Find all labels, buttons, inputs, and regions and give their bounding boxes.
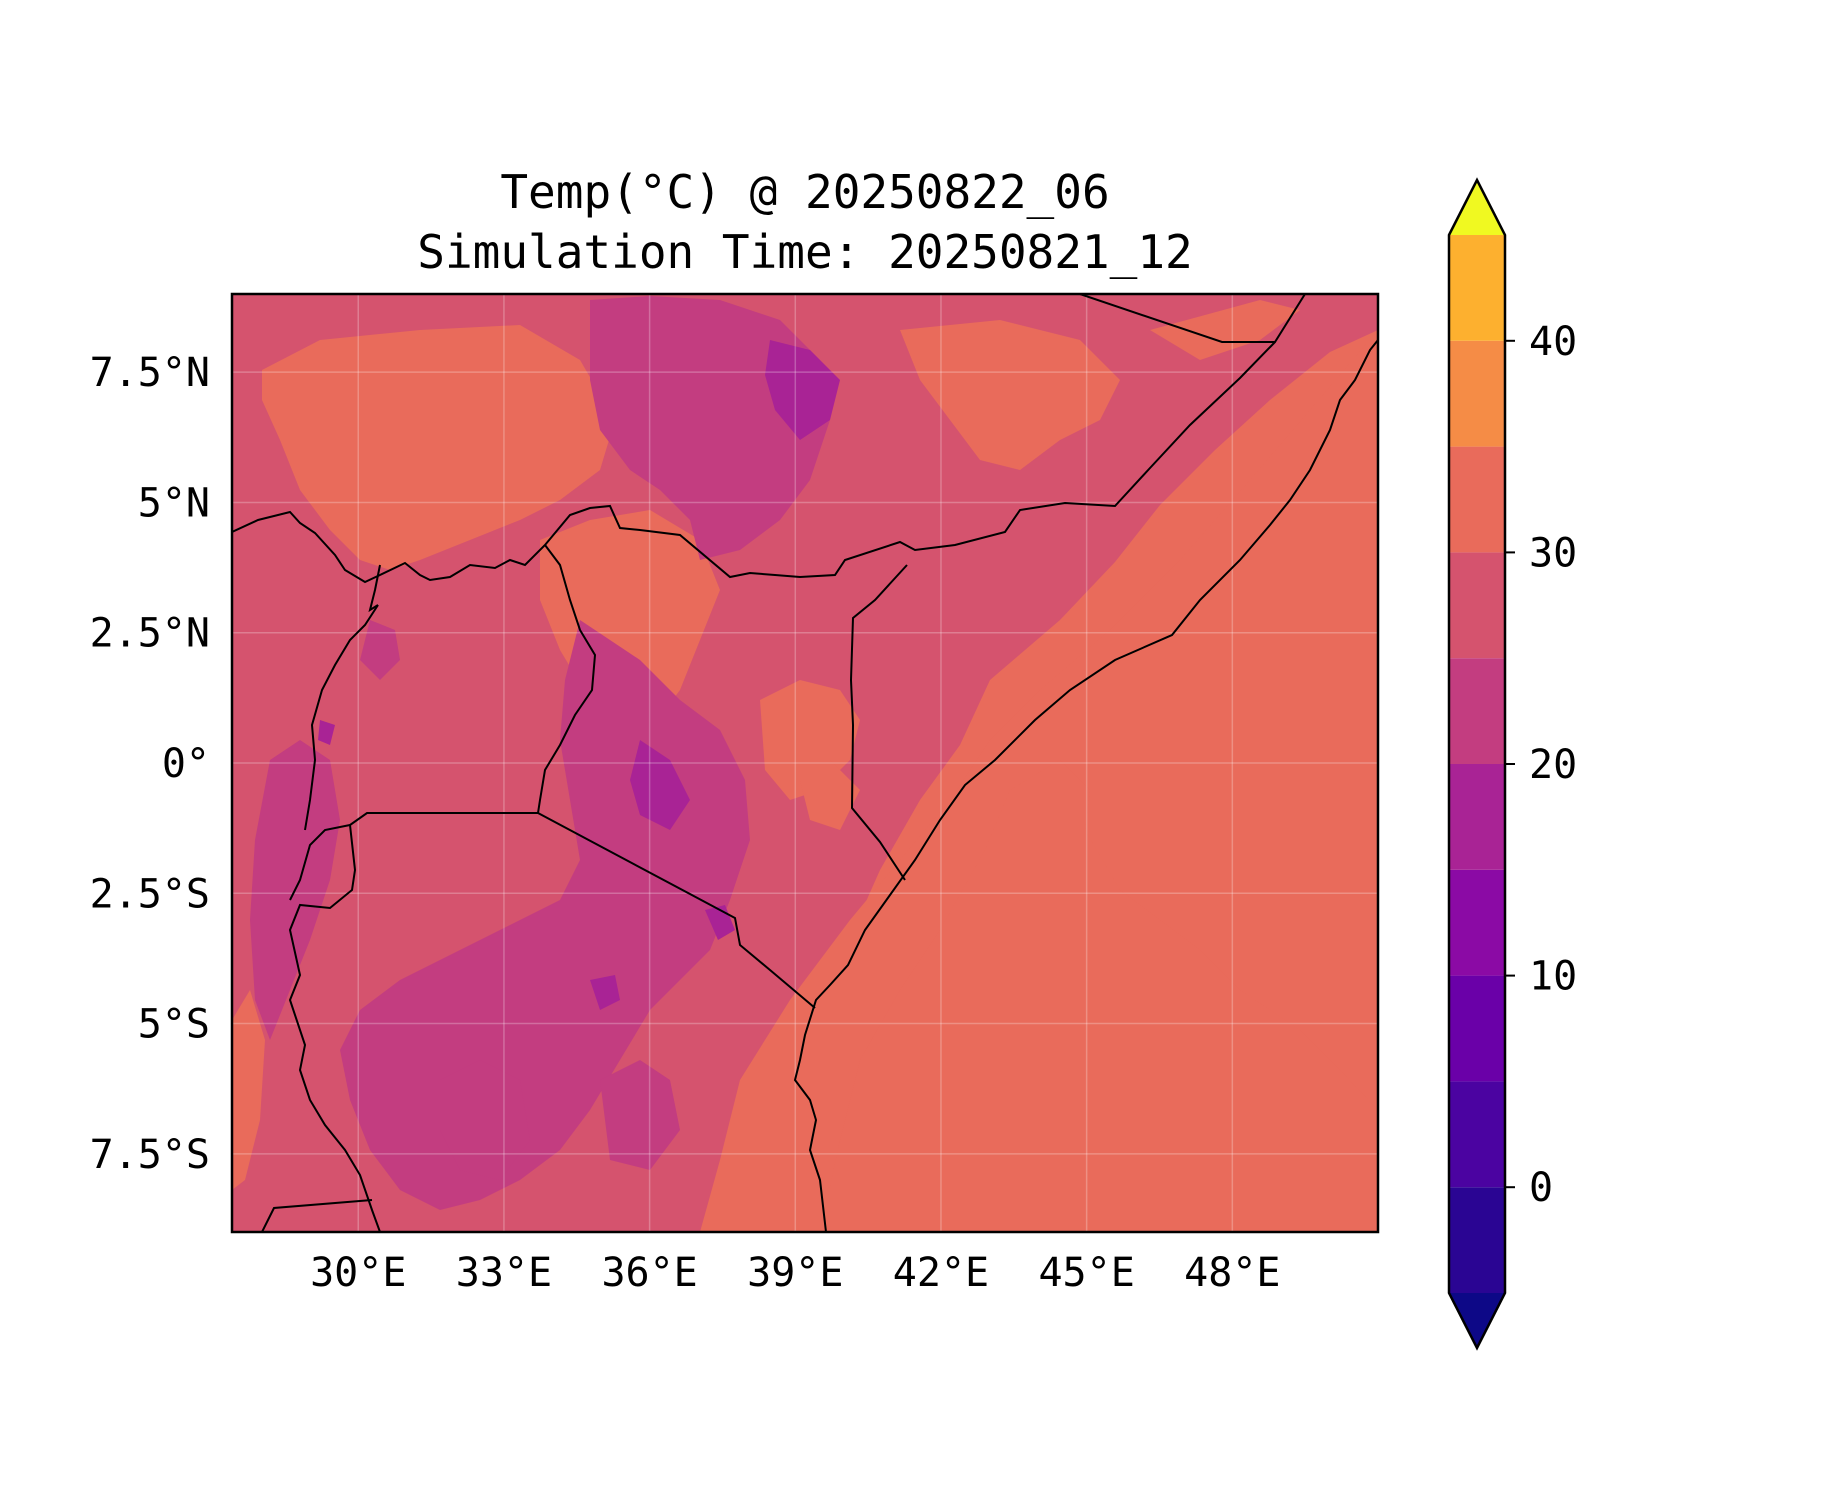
colorbar-segment (1449, 764, 1505, 870)
x-tick-label: 39°E (747, 1250, 843, 1296)
x-tick-label: 42°E (893, 1250, 989, 1296)
y-tick-label: 2.5°N (90, 611, 210, 657)
map-title-line-2: Simulation Time: 20250821_12 (417, 225, 1192, 279)
colorbar-segment (1449, 869, 1505, 976)
colorbar-segment (1449, 340, 1505, 447)
x-tick-label: 30°E (310, 1250, 406, 1296)
north-border (232, 341, 1276, 584)
colorbar-extend-low (1449, 1293, 1505, 1348)
colorbar-segment (1449, 975, 1505, 1082)
colorbar-extend-high (1449, 180, 1505, 235)
y-tick-label: 0° (162, 741, 210, 787)
ethiopia-eritrea-border (1079, 294, 1306, 343)
map-title-line-1: Temp(°C) @ 20250822_06 (500, 165, 1109, 219)
zambia-border (261, 1199, 373, 1232)
x-tick-label: 33°E (456, 1250, 552, 1296)
colorbar-segment (1449, 1081, 1505, 1188)
colorbar-segment (1449, 1187, 1505, 1293)
map-area (232, 294, 1378, 1232)
colorbar-segment (1449, 446, 1505, 553)
map-y-axis: 7.5°N 5°N 2.5°N 0° 2.5°S 5°S 7.5°S (90, 350, 210, 1178)
country-borders (232, 294, 1378, 1232)
colorbar-tick-label: 20 (1529, 742, 1577, 788)
uganda-drc-border (304, 604, 379, 831)
rwanda-border (289, 824, 351, 901)
coastline (793, 339, 1378, 1232)
colorbar-tick-label: 30 (1529, 530, 1577, 576)
y-tick-label: 7.5°S (90, 1132, 210, 1178)
temperature-fill-25-30 (232, 300, 1378, 1232)
colorbar-tick-label: 10 (1529, 954, 1577, 1000)
map-x-axis: 30°E 33°E 36°E 39°E 42°E 45°E 48°E (310, 1250, 1280, 1296)
kenya-uganda-border (537, 544, 597, 814)
y-tick-label: 5°N (138, 480, 210, 526)
map-frame (230, 292, 1380, 1234)
y-tick-label: 7.5°N (90, 350, 210, 396)
kenya-tanzania-border (537, 812, 816, 1009)
map-gridlines (232, 294, 1378, 1232)
y-tick-label: 5°S (138, 1002, 210, 1048)
colorbar-outline (1447, 177, 1507, 1351)
x-tick-label: 48°E (1184, 1250, 1280, 1296)
x-tick-label: 36°E (601, 1250, 697, 1296)
colorbar-tick-label: 40 (1529, 319, 1577, 365)
colorbar-segment (1449, 235, 1505, 341)
tanzania-west-border (288, 812, 538, 1232)
temperature-fill-10-15 (318, 340, 840, 1010)
colorbar-segment (1449, 552, 1505, 659)
drc-sudan-border (368, 564, 381, 613)
y-tick-label: 2.5°S (90, 871, 210, 917)
colorbar-segment (1449, 658, 1505, 764)
kenya-somalia-border (849, 564, 908, 881)
x-tick-label: 45°E (1038, 1250, 1134, 1296)
colorbar-tick-label: 0 (1529, 1165, 1553, 1211)
colorbar: 0 10 20 30 40 (1447, 177, 1577, 1351)
